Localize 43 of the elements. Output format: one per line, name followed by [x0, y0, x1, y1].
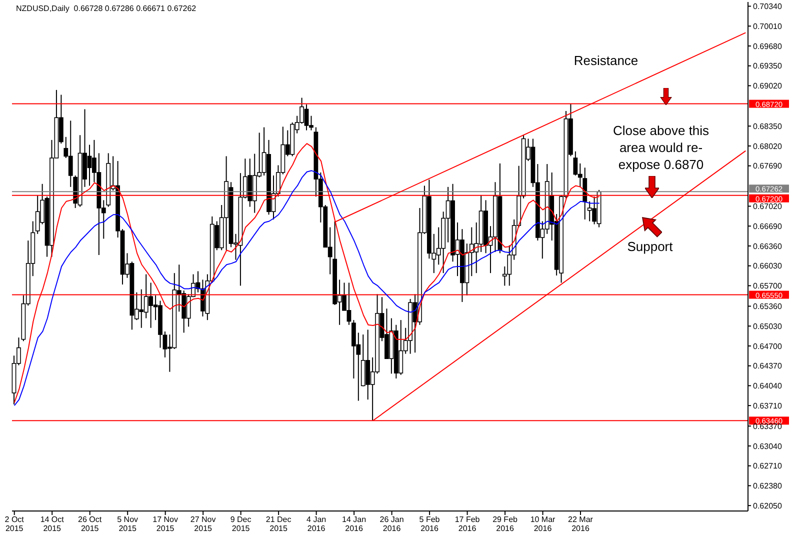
x-tick-label: 4 Jan 2016 — [306, 515, 326, 533]
annotation: Resistance — [572, 52, 640, 69]
x-tick-label: 10 Mar 2016 — [530, 515, 556, 533]
y-tick-label: 0.66360 — [753, 242, 782, 251]
x-tick-label: 17 Nov 2015 — [152, 515, 178, 533]
y-tick-label: 0.65360 — [753, 302, 782, 312]
y-tick-label: 0.62710 — [753, 462, 782, 471]
y-tick-label: 0.64040 — [753, 382, 782, 391]
annotation: Support — [626, 238, 674, 255]
y-tick-label: 0.62380 — [753, 482, 782, 491]
annotation: Close above this area would re-expose 0.6870 — [612, 122, 710, 173]
x-tick-label: 5 Nov 2015 — [117, 515, 138, 533]
x-tick-label: 17 Feb 2016 — [454, 515, 480, 533]
y-tick-label: 0.64700 — [753, 342, 782, 351]
x-tick-label: 2 Oct 2015 — [4, 515, 25, 533]
y-tick-label: 0.70340 — [753, 2, 782, 12]
y-tick-label: 0.63710 — [753, 401, 782, 410]
y-tick-label: 0.69680 — [753, 42, 782, 51]
y-tick-label: 0.63040 — [753, 442, 782, 451]
chart-title: NZDUSD,Daily 0.66728 0.67286 0.66671 0.67262 — [16, 4, 196, 13]
y-tick-label: 0.65700 — [753, 282, 782, 291]
y-tick-label: 0.70010 — [753, 22, 782, 31]
y-tick-label: 0.68350 — [753, 122, 782, 131]
x-tick-label: 14 Oct 2015 — [40, 515, 65, 533]
x-tick-label: 5 Feb 2016 — [419, 515, 440, 533]
y-tick-label: 0.65030 — [753, 322, 782, 331]
y-tick-label: 0.67020 — [753, 202, 782, 212]
x-tick-label: 22 Mar 2016 — [568, 515, 594, 533]
y-tick-label: 0.67690 — [753, 162, 782, 171]
y-tick-label: 0.64370 — [753, 362, 782, 371]
y-tick-label: 0.68020 — [753, 142, 782, 151]
x-tick-label: 14 Jan 2016 — [342, 515, 366, 533]
y-tick-label: 0.62050 — [753, 501, 782, 510]
x-tick-label: 27 Nov 2015 — [190, 515, 216, 533]
x-tick-label: 26 Oct 2015 — [78, 515, 102, 533]
y-tick-label: 0.69020 — [753, 82, 782, 91]
x-tick-label: 21 Dec 2015 — [266, 515, 292, 533]
y-tick-label: 0.66030 — [753, 262, 782, 271]
y-tick-label: 0.69350 — [753, 62, 782, 71]
x-tick-label: 29 Feb 2016 — [492, 515, 518, 533]
x-tick-label: 26 Jan 2016 — [380, 515, 404, 533]
y-tick-label: 0.66690 — [753, 222, 782, 231]
x-tick-label: 9 Dec 2015 — [230, 515, 252, 533]
